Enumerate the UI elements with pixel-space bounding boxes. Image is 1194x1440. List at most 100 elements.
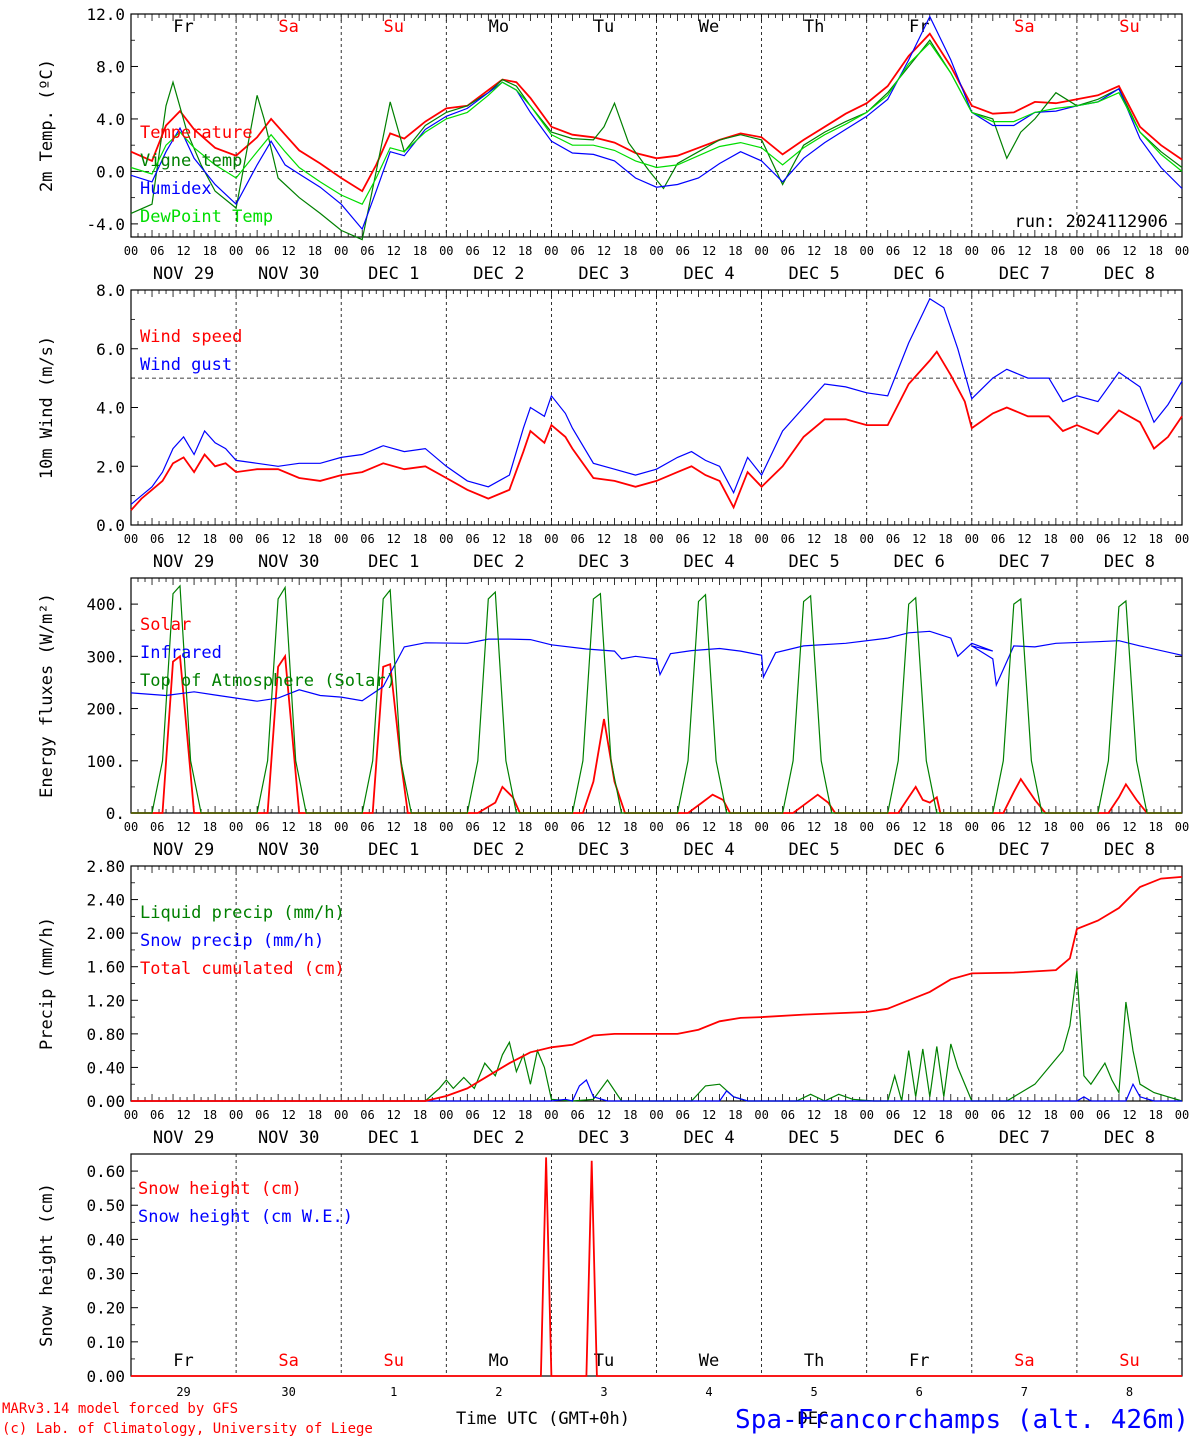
hour-tick-label: 00 <box>965 244 979 258</box>
legend-entry: Vigne temp <box>140 151 242 171</box>
hour-tick-label: 00 <box>1070 820 1084 834</box>
y-axis-title: Precip (mm/h) <box>37 917 57 1050</box>
hour-tick-label: 18 <box>938 532 952 546</box>
hour-tick-label: 06 <box>676 532 690 546</box>
weekday-label: Su <box>384 17 404 37</box>
hour-tick-label: 00 <box>124 1108 138 1122</box>
hour-tick-label: 00 <box>754 820 768 834</box>
weekday-label: We <box>699 17 719 37</box>
hour-tick-label: 00 <box>754 244 768 258</box>
hour-tick-label: 12 <box>1017 244 1031 258</box>
hour-tick-label: 06 <box>255 820 269 834</box>
hour-tick-label: 12 <box>702 1108 716 1122</box>
hour-tick-label: 18 <box>833 820 847 834</box>
weekday-label: Sa <box>1014 1351 1034 1371</box>
series-line-3 <box>131 584 1182 814</box>
series-line-1 <box>131 970 1183 1102</box>
credit-line-2: (c) Lab. of Climatology, University of L… <box>2 1421 373 1437</box>
panel-3: 400. 300. 200. 100. 0. Energy fluxes (W/m²) 00… <box>37 577 1189 860</box>
hour-tick-label: 06 <box>360 1108 374 1122</box>
y-tick-label: 0.10 <box>86 1333 125 1352</box>
series-line-1 <box>131 1157 1182 1377</box>
hour-tick-label: 00 <box>439 1108 453 1122</box>
day-number-label: 30 <box>281 1385 295 1399</box>
hour-tick-label: 06 <box>1096 820 1110 834</box>
hour-tick-label: 12 <box>492 244 506 258</box>
weekday-label: Mo <box>489 17 509 37</box>
hour-tick-label: 18 <box>518 820 532 834</box>
series-line-3 <box>130 15 1183 231</box>
y-tick-label: 12.0 <box>86 5 125 24</box>
hour-tick-label: 18 <box>938 1108 952 1122</box>
date-label: DEC 3 <box>578 1128 629 1148</box>
hour-tick-label: 00 <box>544 244 558 258</box>
hour-tick-label: 00 <box>334 820 348 834</box>
hour-tick-label: 18 <box>623 532 637 546</box>
hour-tick-label: 12 <box>597 532 611 546</box>
y-tick-label: 0.50 <box>86 1196 125 1215</box>
hour-tick-label: 06 <box>465 244 479 258</box>
day-number-label: 6 <box>916 1385 923 1399</box>
hour-tick-label: 12 <box>702 244 716 258</box>
hour-tick-label: 12 <box>1122 1108 1136 1122</box>
date-label: DEC 6 <box>894 840 945 860</box>
day-number-label: 2 <box>495 1385 502 1399</box>
series-line-2 <box>131 1079 1182 1102</box>
hour-tick-label: 18 <box>203 244 217 258</box>
hour-tick-label: 12 <box>281 820 295 834</box>
hour-tick-label: 18 <box>203 820 217 834</box>
hour-tick-label: 12 <box>492 820 506 834</box>
hour-tick-label: 06 <box>360 244 374 258</box>
hour-tick-label: 00 <box>229 820 243 834</box>
hour-tick-label: 06 <box>360 820 374 834</box>
hour-tick-label: 18 <box>623 244 637 258</box>
weekday-label: Fr <box>909 17 929 37</box>
hour-tick-label: 06 <box>465 820 479 834</box>
y-axis-title: Snow height (cm) <box>37 1183 57 1347</box>
hour-tick-label: 18 <box>1148 532 1162 546</box>
hour-tick-label: 06 <box>886 532 900 546</box>
weekday-label: Sa <box>278 17 298 37</box>
legend-entry: Snow height (cm W.E.) <box>138 1207 353 1227</box>
hour-tick-label: 00 <box>649 820 663 834</box>
panel-4: 2.80 2.40 2.00 1.60 1.20 0.80 0.40 0.00 Precip (… <box>37 857 1189 1148</box>
hour-tick-label: 18 <box>413 532 427 546</box>
hour-tick-label: 06 <box>150 820 164 834</box>
weekday-label: Fr <box>173 17 193 37</box>
y-tick-label: 4.0 <box>96 110 125 129</box>
date-label: DEC 5 <box>789 1128 840 1148</box>
hour-tick-label: 12 <box>702 820 716 834</box>
weekday-label: Sa <box>1014 17 1034 37</box>
date-label: DEC 7 <box>999 264 1050 284</box>
hour-tick-label: 18 <box>623 1108 637 1122</box>
hour-tick-label: 00 <box>229 532 243 546</box>
hour-tick-label: 00 <box>439 532 453 546</box>
date-label: DEC 2 <box>473 1128 524 1148</box>
date-label: DEC 3 <box>578 552 629 572</box>
y-tick-label: 0.0 <box>96 516 125 535</box>
hour-tick-label: 12 <box>912 1108 926 1122</box>
run-annotation: run: 2024112906 <box>1014 212 1168 232</box>
date-label: NOV 30 <box>258 1128 319 1148</box>
day-number-label: 4 <box>705 1385 712 1399</box>
hour-tick-label: 18 <box>1043 820 1057 834</box>
hour-tick-label: 00 <box>124 244 138 258</box>
hour-tick-label: 00 <box>544 820 558 834</box>
hour-tick-label: 06 <box>1096 1108 1110 1122</box>
hour-tick-label: 00 <box>965 532 979 546</box>
hour-tick-label: 12 <box>1122 244 1136 258</box>
legend-entry: Humidex <box>140 179 212 199</box>
footer: MARv3.14 model forced by GFS (c) Lab. of … <box>2 1401 1189 1437</box>
hour-tick-label: 18 <box>833 1108 847 1122</box>
hour-tick-label: 00 <box>754 532 768 546</box>
hour-tick-label: 06 <box>1096 532 1110 546</box>
hour-tick-label: 00 <box>334 244 348 258</box>
weekday-label: Tu <box>594 1351 614 1371</box>
hour-tick-label: 12 <box>1017 1108 1031 1122</box>
hour-tick-label: 12 <box>1017 820 1031 834</box>
hour-tick-label: 00 <box>1175 532 1189 546</box>
y-axis-title: 2m Temp. (ºC) <box>37 59 57 192</box>
hour-tick-label: 18 <box>1148 1108 1162 1122</box>
hour-tick-label: 06 <box>1096 244 1110 258</box>
x-axis-title: Time UTC (GMT+0h) <box>456 1409 630 1429</box>
